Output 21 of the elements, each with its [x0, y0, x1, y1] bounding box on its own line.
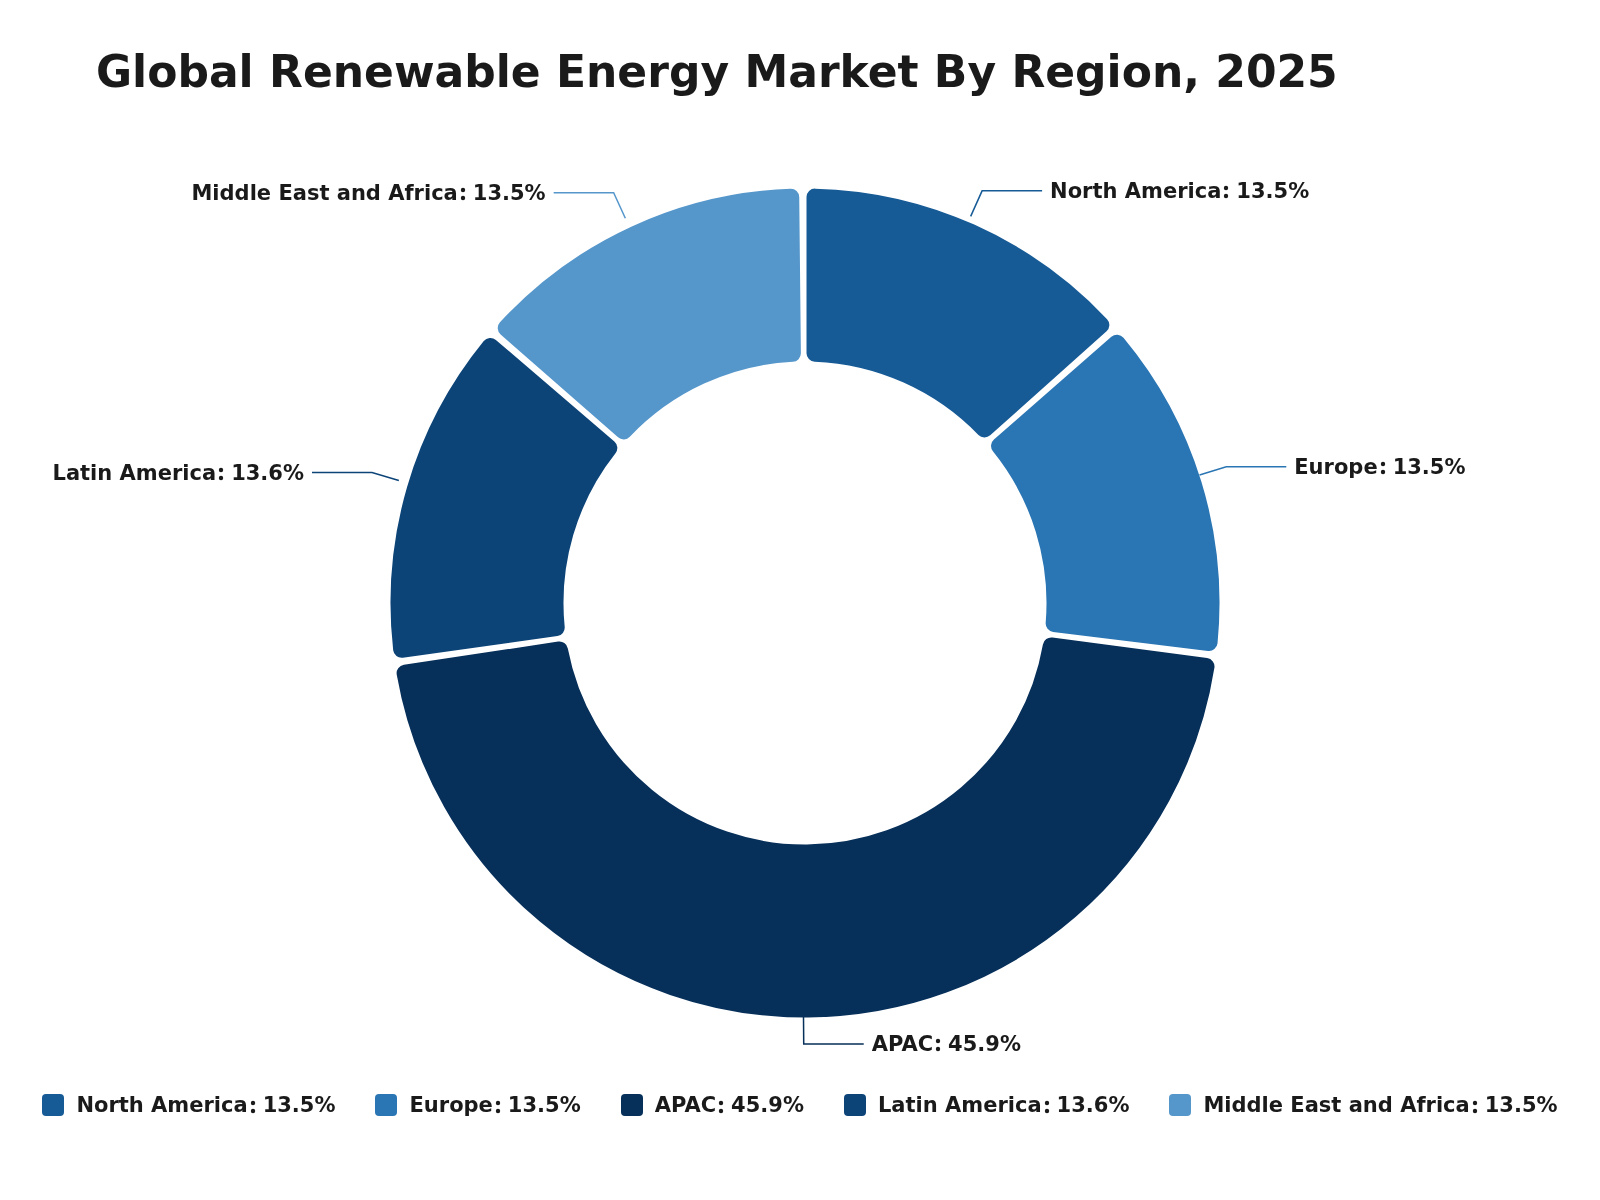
- data-label: 13.5%: [262, 1093, 336, 1117]
- data-label: 13.6%: [231, 460, 304, 485]
- text: 13.5%: [1484, 1093, 1558, 1117]
- text: 13.5%: [1236, 178, 1310, 203]
- slice-label: Middle East and Africa: [191, 180, 458, 205]
- chart-title: Global Renewable Energy Market By Region, 2025: [96, 46, 1338, 97]
- slice-label: Europe: [1294, 454, 1378, 479]
- text: 45.9%: [948, 1031, 1021, 1056]
- slice-label: Latin America: [52, 460, 217, 485]
- legend-label: Europe: [409, 1093, 493, 1117]
- legend-label: Latin America: [877, 1093, 1042, 1117]
- data-label: 45.9%: [731, 1093, 804, 1117]
- legend-label: Middle East and Africa: [1203, 1093, 1470, 1117]
- data-label: 13.5%: [507, 1093, 581, 1117]
- legend-label: North America: [76, 1093, 248, 1117]
- slice-label: North America: [1050, 178, 1222, 203]
- text: 13.6%: [1056, 1093, 1130, 1117]
- data-label: 13.5%: [472, 180, 546, 205]
- legend-label: APAC: [654, 1093, 717, 1117]
- text: 13.5%: [1392, 454, 1466, 479]
- slice-label: APAC: [871, 1031, 934, 1056]
